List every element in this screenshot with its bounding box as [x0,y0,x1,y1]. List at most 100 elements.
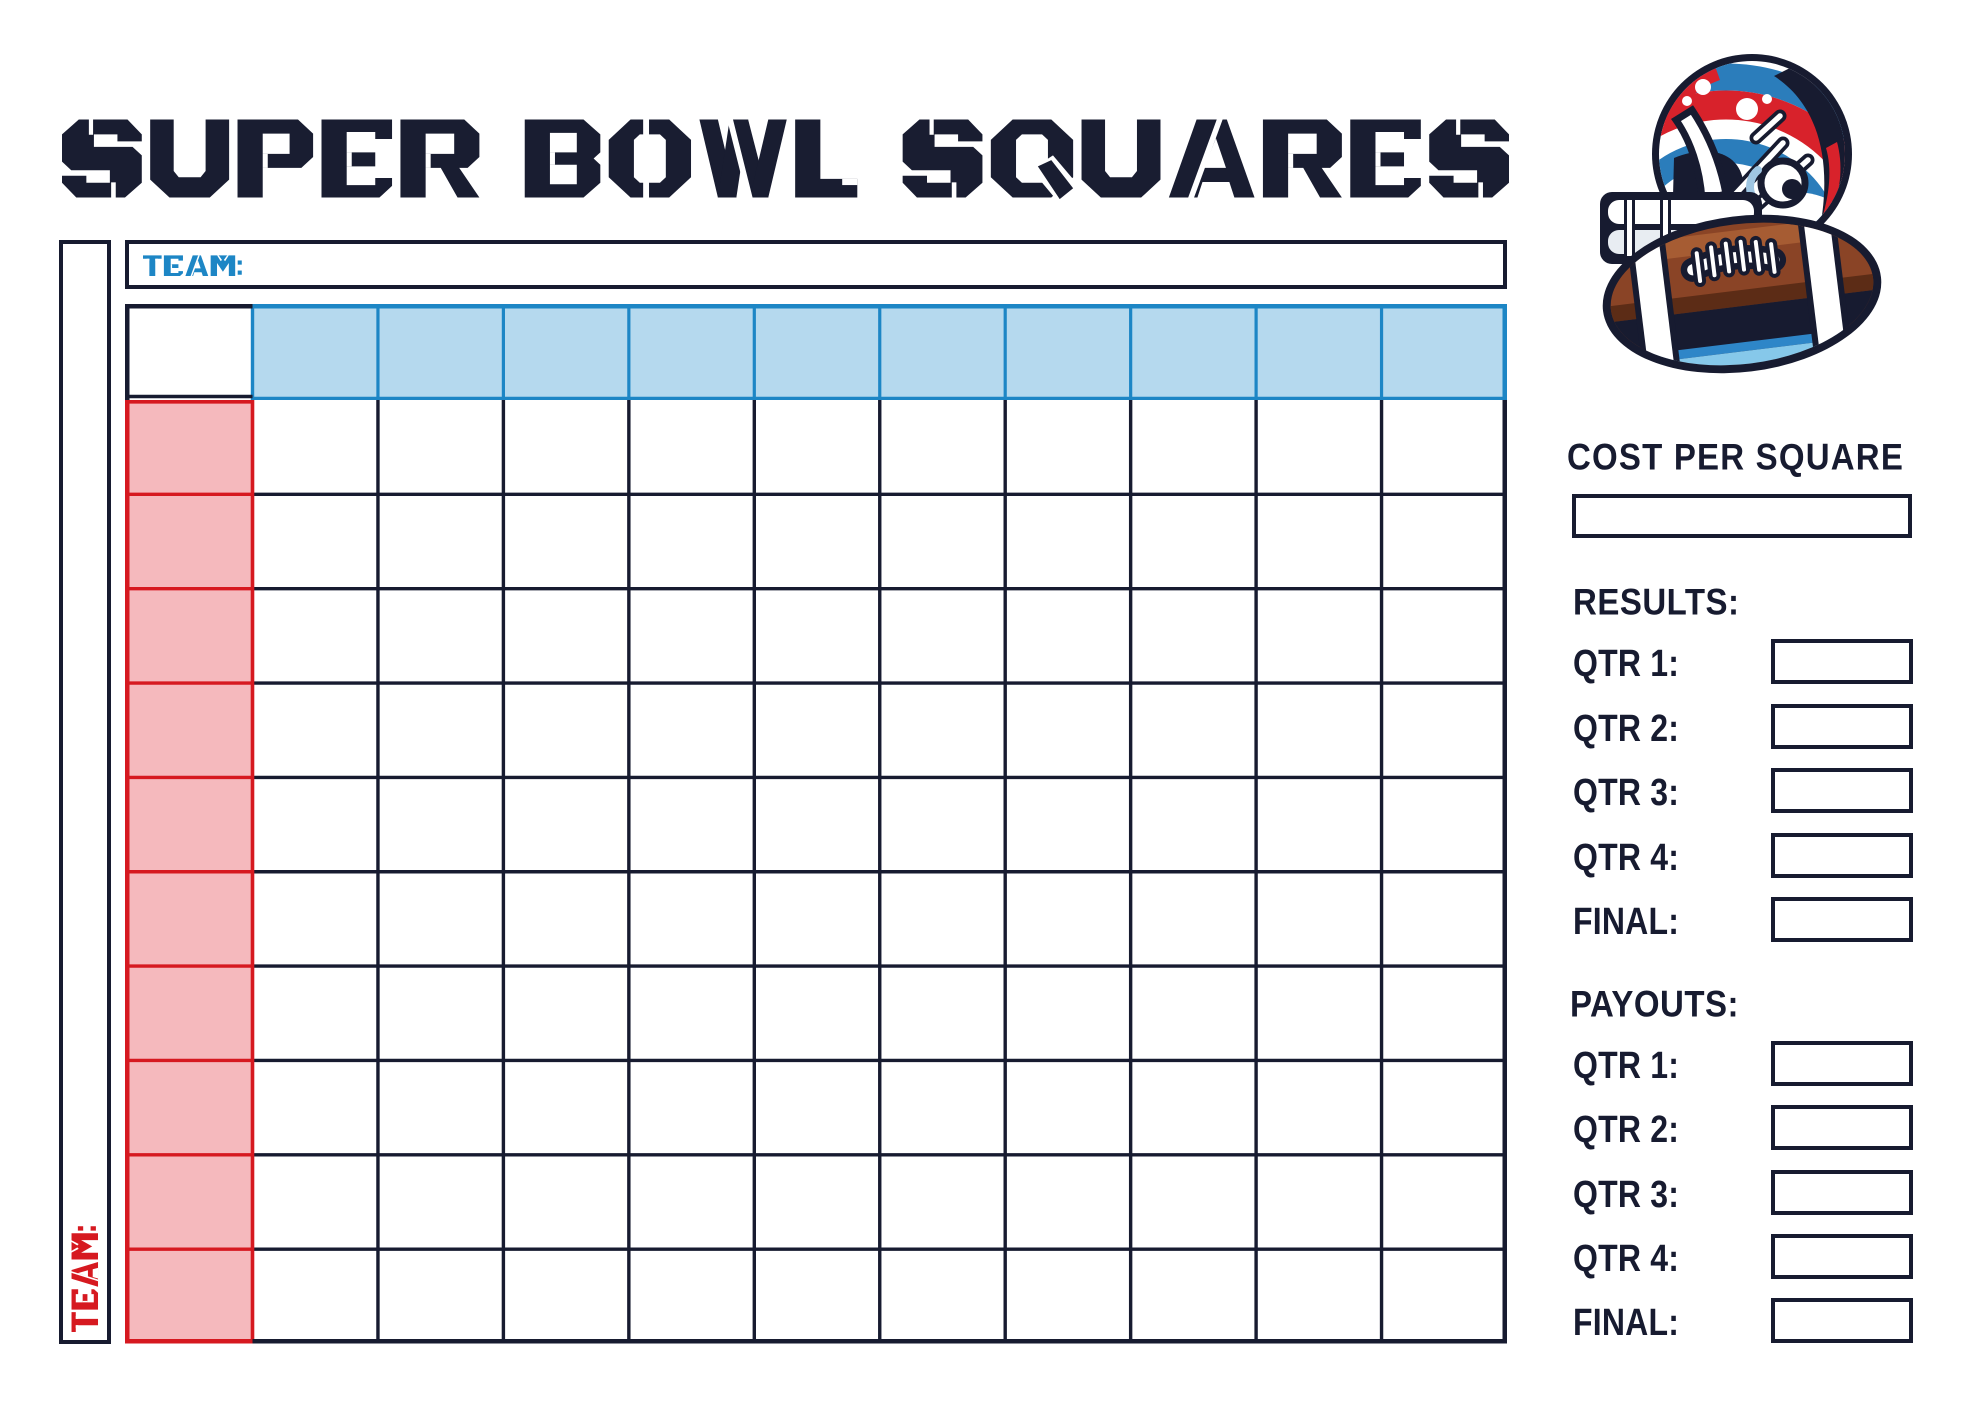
square-cell[interactable] [628,777,753,871]
square-cell[interactable] [754,400,879,494]
square-cell[interactable] [879,777,1004,871]
square-cell[interactable] [1130,872,1255,966]
square-cell[interactable] [503,966,628,1060]
corner-cell[interactable] [125,304,253,400]
square-cell[interactable] [1005,966,1130,1060]
payout-qtr-1-box[interactable] [1771,1041,1913,1086]
square-cell[interactable] [628,683,753,777]
result-qtr-4-box[interactable] [1771,832,1913,878]
square-cell[interactable] [1256,589,1381,683]
side-number-cell[interactable] [125,400,253,494]
square-cell[interactable] [879,872,1004,966]
square-cell[interactable] [252,966,377,1060]
square-cell[interactable] [503,1155,628,1249]
square-cell[interactable] [252,872,377,966]
square-cell[interactable] [754,1155,879,1249]
square-cell[interactable] [879,400,1004,494]
square-cell[interactable] [503,1249,628,1343]
square-cell[interactable] [252,1155,377,1249]
square-cell[interactable] [377,400,502,494]
side-number-cell[interactable] [125,494,253,588]
square-cell[interactable] [252,400,377,494]
square-cell[interactable] [1130,777,1255,871]
square-cell[interactable] [1130,1060,1255,1154]
square-cell[interactable] [1005,1060,1130,1154]
square-cell[interactable] [1256,1249,1381,1343]
square-cell[interactable] [377,1155,502,1249]
square-cell[interactable] [252,1060,377,1154]
square-cell[interactable] [503,683,628,777]
square-cell[interactable] [377,1060,502,1154]
square-cell[interactable] [1005,1249,1130,1343]
square-cell[interactable] [1130,589,1255,683]
top-number-cell[interactable] [879,304,1004,400]
payout-qtr-4-box[interactable] [1771,1233,1913,1279]
square-cell[interactable] [628,872,753,966]
side-number-cell[interactable] [125,872,253,966]
square-cell[interactable] [503,400,628,494]
square-cell[interactable] [754,1060,879,1154]
square-cell[interactable] [1256,1155,1381,1249]
square-cell[interactable] [1256,683,1381,777]
square-cell[interactable] [1130,400,1255,494]
side-number-cell[interactable] [125,966,253,1060]
square-cell[interactable] [1005,494,1130,588]
square-cell[interactable] [628,1249,753,1343]
square-cell[interactable] [1381,966,1506,1060]
square-cell[interactable] [879,683,1004,777]
square-cell[interactable] [1381,589,1506,683]
side-number-cell[interactable] [125,1060,253,1154]
result-final-box[interactable] [1771,897,1913,942]
square-cell[interactable] [377,1249,502,1343]
square-cell[interactable] [1005,1155,1130,1249]
square-cell[interactable] [252,589,377,683]
square-cell[interactable] [879,966,1004,1060]
square-cell[interactable] [1381,494,1506,588]
square-cell[interactable] [1005,872,1130,966]
square-cell[interactable] [628,494,753,588]
side-number-cell[interactable] [125,777,253,871]
square-cell[interactable] [377,872,502,966]
top-number-cell[interactable] [754,304,879,400]
side-number-cell[interactable] [125,1155,253,1249]
square-cell[interactable] [1005,400,1130,494]
square-cell[interactable] [879,1155,1004,1249]
square-cell[interactable] [1381,872,1506,966]
left-team-name-box[interactable] [59,239,111,1344]
side-number-cell[interactable] [125,589,253,683]
square-cell[interactable] [252,777,377,871]
square-cell[interactable] [754,966,879,1060]
square-cell[interactable] [1130,494,1255,588]
square-cell[interactable] [1381,400,1506,494]
square-cell[interactable] [1381,1249,1506,1343]
square-cell[interactable] [503,872,628,966]
square-cell[interactable] [879,1249,1004,1343]
result-qtr-1-box[interactable] [1771,639,1913,684]
square-cell[interactable] [1256,1060,1381,1154]
square-cell[interactable] [1256,494,1381,588]
square-cell[interactable] [754,872,879,966]
square-cell[interactable] [628,966,753,1060]
square-cell[interactable] [1256,966,1381,1060]
square-cell[interactable] [628,1155,753,1249]
square-cell[interactable] [503,589,628,683]
square-cell[interactable] [1256,777,1381,871]
square-cell[interactable] [1381,1060,1506,1154]
result-qtr-2-box[interactable] [1771,703,1913,749]
square-cell[interactable] [1130,1249,1255,1343]
top-number-cell[interactable] [252,304,377,400]
top-number-cell[interactable] [377,304,502,400]
square-cell[interactable] [377,494,502,588]
square-cell[interactable] [879,494,1004,588]
side-number-cell[interactable] [125,683,253,777]
square-cell[interactable] [252,494,377,588]
top-number-cell[interactable] [628,304,753,400]
square-cell[interactable] [754,589,879,683]
top-team-name-box[interactable] [124,239,1507,289]
square-cell[interactable] [1130,966,1255,1060]
square-cell[interactable] [1005,589,1130,683]
square-cell[interactable] [252,1249,377,1343]
square-cell[interactable] [503,494,628,588]
square-cell[interactable] [628,400,753,494]
square-cell[interactable] [879,1060,1004,1154]
